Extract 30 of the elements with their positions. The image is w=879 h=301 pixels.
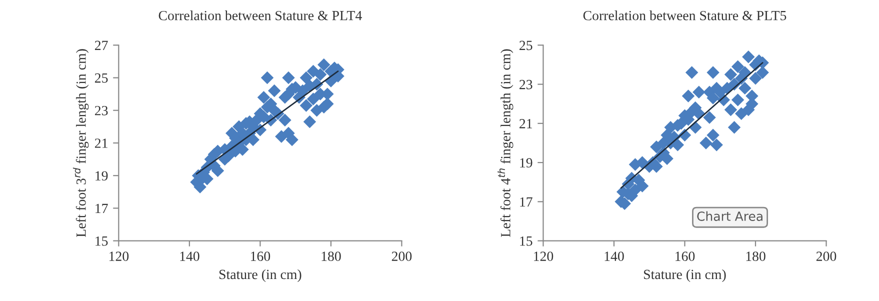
x-tick-label: 120 [109, 252, 129, 261]
chart-title: Correlation between Stature & PLT5 [583, 10, 786, 20]
chart-title: Correlation between Stature & PLT4 [158, 10, 362, 20]
y-tick-label: 21 [94, 138, 108, 148]
y-tick-label: 23 [520, 80, 532, 90]
y-tick-label: 23 [94, 106, 108, 116]
y-tick-label: 27 [94, 40, 108, 50]
y-axis-title: Left foot 3$^{rd}$ finger length (in cm) [72, 49, 89, 238]
y-tick-label: 15 [520, 236, 532, 246]
x-tick-label: 160 [250, 252, 270, 261]
x-tick-label: 120 [534, 252, 554, 261]
x-tick-label: 200 [392, 252, 412, 261]
y-tick-label: 17 [520, 197, 532, 206]
x-tick-label: 180 [322, 252, 341, 261]
y-tick-label: 19 [520, 158, 532, 168]
y-tick-label: 17 [96, 204, 108, 214]
y-tick-label: 15 [96, 236, 108, 246]
y-axis-title: Left foot 4$^{th}$ finger length (in cm) [498, 49, 514, 237]
y-tick-label: 25 [520, 40, 532, 50]
y-tick-label: 19 [96, 171, 108, 181]
y-tick-label: 25 [94, 73, 108, 83]
x-tick-label: 160 [676, 252, 695, 261]
x-tick-label: 140 [604, 252, 624, 261]
x-tick-label: 140 [180, 252, 200, 261]
x-axis-title: Stature (in cm) [644, 269, 726, 282]
y-tick-label: 21 [520, 119, 532, 128]
x-tick-label: 180 [746, 252, 766, 261]
annotation: Chart Area [697, 211, 762, 221]
x-tick-label: 200 [816, 252, 836, 261]
x-axis-title: Stature (in cm) [219, 269, 302, 282]
